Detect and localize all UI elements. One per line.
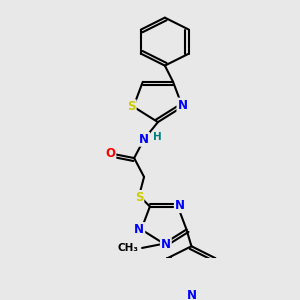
Text: CH₃: CH₃ [117, 243, 138, 253]
Text: O: O [105, 147, 116, 160]
Text: S: S [135, 191, 143, 204]
Text: N: N [139, 133, 149, 146]
Text: N: N [177, 98, 188, 112]
Text: S: S [127, 100, 136, 113]
Text: H: H [153, 132, 161, 142]
Text: N: N [186, 290, 197, 300]
Text: N: N [161, 238, 171, 251]
Text: N: N [134, 223, 144, 236]
Text: N: N [175, 199, 185, 212]
